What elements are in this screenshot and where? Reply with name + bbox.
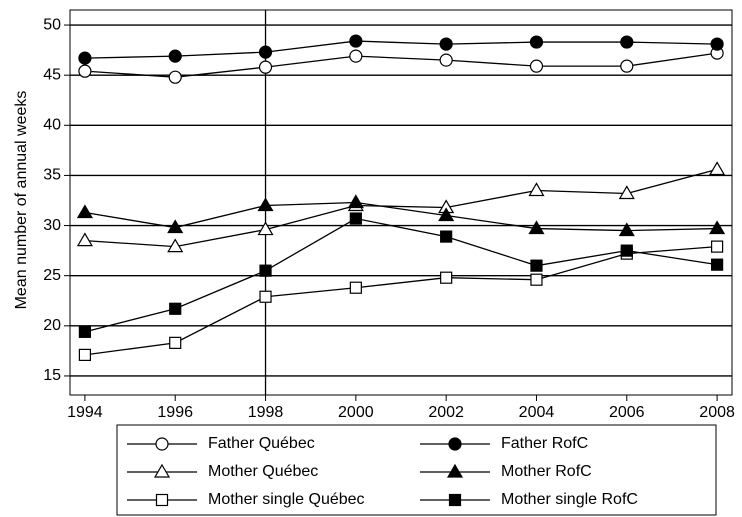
legend-marker	[155, 493, 169, 507]
series-line	[84, 201, 718, 232]
legend-marker	[448, 437, 462, 451]
point-marker	[349, 212, 362, 225]
point-marker	[349, 281, 362, 294]
y-tick-label: 30	[43, 217, 61, 234]
x-tick-label: 1996	[157, 404, 193, 421]
series-line	[84, 40, 718, 59]
y-tick-label: 40	[43, 117, 61, 134]
point-marker	[618, 222, 635, 237]
point-marker	[439, 53, 453, 67]
x-tick-label: 2008	[699, 404, 735, 421]
point-marker	[76, 232, 93, 247]
point-marker	[347, 194, 364, 209]
point-marker	[618, 185, 635, 200]
point-marker	[349, 49, 363, 63]
point-marker	[169, 336, 182, 349]
legend-label: Father RofC	[501, 435, 588, 452]
point-marker	[530, 259, 543, 272]
y-axis-label: Mean number of annual weeks	[13, 91, 30, 310]
point-marker	[76, 204, 93, 219]
y-tick-label: 35	[43, 167, 61, 184]
point-marker	[440, 230, 453, 243]
point-marker	[530, 273, 543, 286]
x-tick-label: 2000	[338, 404, 374, 421]
y-tick-label: 25	[43, 267, 61, 284]
point-marker	[258, 60, 273, 74]
series-line	[84, 217, 718, 333]
point-marker	[349, 34, 363, 48]
legend-label: Mother single RofC	[501, 491, 638, 508]
point-marker	[439, 37, 453, 51]
point-marker	[78, 51, 92, 65]
legend-label: Mother Québec	[208, 463, 318, 480]
point-marker	[78, 64, 92, 78]
point-marker	[78, 348, 92, 361]
series-line	[84, 245, 718, 356]
point-marker	[168, 70, 182, 84]
series-line	[84, 168, 718, 248]
point-marker	[620, 244, 633, 257]
point-marker	[528, 220, 545, 235]
legend-box	[116, 424, 717, 516]
point-marker	[528, 182, 545, 197]
point-marker	[259, 290, 272, 303]
point-marker	[438, 207, 455, 222]
legend-marker	[155, 437, 169, 451]
legend-marker	[153, 463, 171, 478]
legend-marker	[446, 463, 464, 478]
point-marker	[620, 35, 634, 49]
x-tick-label: 2006	[609, 404, 645, 421]
y-tick-label: 20	[43, 317, 61, 334]
point-marker	[440, 271, 453, 284]
point-marker	[710, 37, 724, 51]
point-marker	[257, 197, 274, 212]
point-marker	[168, 49, 182, 63]
plot-frame	[69, 9, 733, 396]
y-tick-label: 45	[43, 66, 61, 83]
point-marker	[529, 35, 544, 49]
x-tick-label: 2002	[428, 404, 464, 421]
point-marker	[257, 221, 274, 236]
point-marker	[167, 238, 184, 253]
y-tick-label: 15	[43, 367, 61, 384]
point-marker	[259, 264, 272, 277]
x-tick-label: 1998	[248, 404, 284, 421]
legend-marker	[448, 493, 462, 507]
point-marker	[167, 219, 184, 234]
legend-label: Mother single Québec	[208, 491, 365, 508]
point-marker	[620, 59, 634, 73]
point-marker	[709, 220, 726, 235]
series-line	[84, 52, 718, 78]
x-tick-label: 1994	[67, 404, 103, 421]
point-marker	[529, 59, 544, 73]
point-marker	[258, 45, 273, 59]
point-marker	[169, 302, 182, 315]
legend-label: Mother RofC	[501, 463, 592, 480]
point-marker	[710, 258, 724, 271]
point-marker	[710, 240, 724, 253]
legend-label: Father Québec	[208, 435, 315, 452]
point-marker	[78, 325, 92, 338]
y-tick-label: 50	[43, 16, 61, 33]
x-tick-label: 2004	[519, 404, 555, 421]
point-marker	[709, 161, 726, 176]
